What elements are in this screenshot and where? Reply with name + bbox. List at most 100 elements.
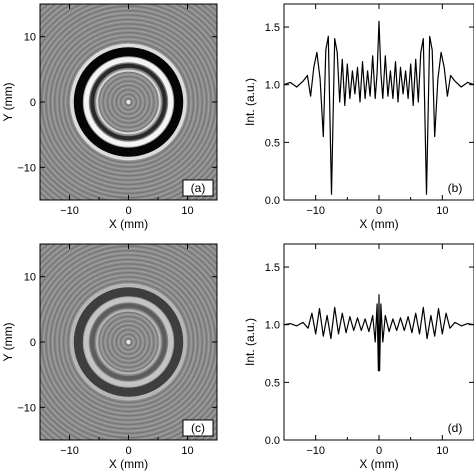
fringe-ring [82,296,175,388]
fringe-ring [67,40,190,164]
fringe-ring [51,25,206,179]
fringe-ring [113,87,144,117]
fringe-ring [111,324,146,360]
panel-label-box [182,179,214,197]
intensity-line [283,294,474,372]
fringe-ring [89,302,168,382]
fringe-ring [113,327,144,357]
y-tick-label: 10 [24,272,36,284]
fringe-ring [122,335,135,349]
main-dark-ring [73,47,184,157]
center-spot [126,340,131,344]
fringe-ring [56,29,201,175]
fringe-ring [40,250,217,434]
panel-label: (c) [191,421,205,435]
fringe-ring [62,276,195,408]
panel-d-intensity-plot: −10 0 10 0.0 0.5 1.0 1.5 X (mm) Int. (a.u.) (d) [243,243,474,471]
fringe-ring [98,311,159,373]
x-tick-label: 10 [436,205,448,217]
y-tick-label: −10 [17,162,36,174]
fringe-ring [117,331,140,353]
y-tick-label: 10 [24,32,36,44]
inner-fringe [96,309,161,375]
panel-label: (a) [191,181,206,195]
center-spot [126,100,131,104]
fringe-ring [117,91,140,113]
x-tick-label: 0 [125,205,131,217]
x-tick-label: −10 [60,205,79,217]
y-axis-label: Int. (a.u.) [243,318,257,366]
fringe-ring [109,322,148,362]
x-tick-label: 10 [436,445,448,457]
fringe-ring [56,269,201,415]
fringe-ring [60,34,197,170]
fringe-pattern [40,244,217,440]
fringe-ring [124,98,133,106]
x-tick-label: 0 [125,445,131,457]
fringe-ring [40,12,217,192]
y-tick-label: 0.5 [265,137,280,149]
fringe-ring [62,36,195,168]
fringe-ring [45,258,212,426]
fringe-ring [106,320,151,364]
intensity-line [283,20,474,195]
fringe-ring [47,21,210,183]
x-tick-label: 0 [376,205,382,217]
fringe-ring [69,283,188,401]
fringe-ring [65,278,192,406]
fringe-ring [120,93,137,111]
fringe-ring [45,18,212,186]
fringe-ring [49,263,208,421]
fringe-ring [106,80,151,124]
fringe-ring [40,10,217,194]
fringe-ring [82,56,175,148]
x-tick-label: −10 [60,445,79,457]
outer-bright-ring [70,283,187,401]
x-axis-label: X (mm) [109,217,148,231]
fringe-ring [122,95,135,109]
fringe-ring [69,43,188,161]
fringe-ring [124,338,133,346]
fringe-ring [93,67,164,137]
fringe-ring [115,329,142,355]
y-tick-label: 0.0 [265,435,280,447]
fringe-ring [67,280,190,404]
outer-bright-ring [70,43,187,161]
y-tick-label: 0 [30,337,36,349]
x-axis-label: X (mm) [359,217,398,231]
x-tick-label: 10 [181,205,193,217]
panel-label: (b) [448,181,463,195]
y-tick-label: 0.0 [265,195,280,207]
y-tick-label: 1.0 [265,320,280,332]
x-tick-label: −10 [306,445,325,457]
y-tick-label: −10 [17,402,36,414]
panel-label-box [182,419,214,437]
fringe-ring [65,38,192,166]
x-tick-label: 10 [181,445,193,457]
fringe-ring [58,272,199,412]
y-axis-label: Y (mm) [1,82,15,121]
fringe-ring [54,27,203,177]
fringe-ring [115,89,142,115]
panel-label: (d) [448,421,463,435]
fringe-pattern [40,4,217,200]
y-tick-label: 0.5 [265,377,280,389]
panel-c-ring-image: −10 0 10 −10 0 10 X (mm) Y (mm) (c) [1,243,218,471]
fringe-ring [93,307,164,377]
fringe-ring [100,73,157,131]
main-dark-ring [73,287,184,397]
panel-a-ring-image: −10 0 10 −10 0 10 X (mm) Y (mm) (a) [1,3,218,231]
fringe-ring [40,252,217,432]
x-axis-label: X (mm) [109,457,148,471]
x-tick-label: −10 [306,205,325,217]
fringe-ring [109,82,148,122]
fringe-ring [102,76,155,128]
fringe-ring [102,316,155,368]
fringe-ring [54,267,203,417]
fringe-ring [104,78,153,126]
y-tick-label: 0 [30,97,36,109]
inner-dark-ring [90,303,167,381]
fringe-ring [49,23,208,181]
fringe-ring [100,313,157,371]
